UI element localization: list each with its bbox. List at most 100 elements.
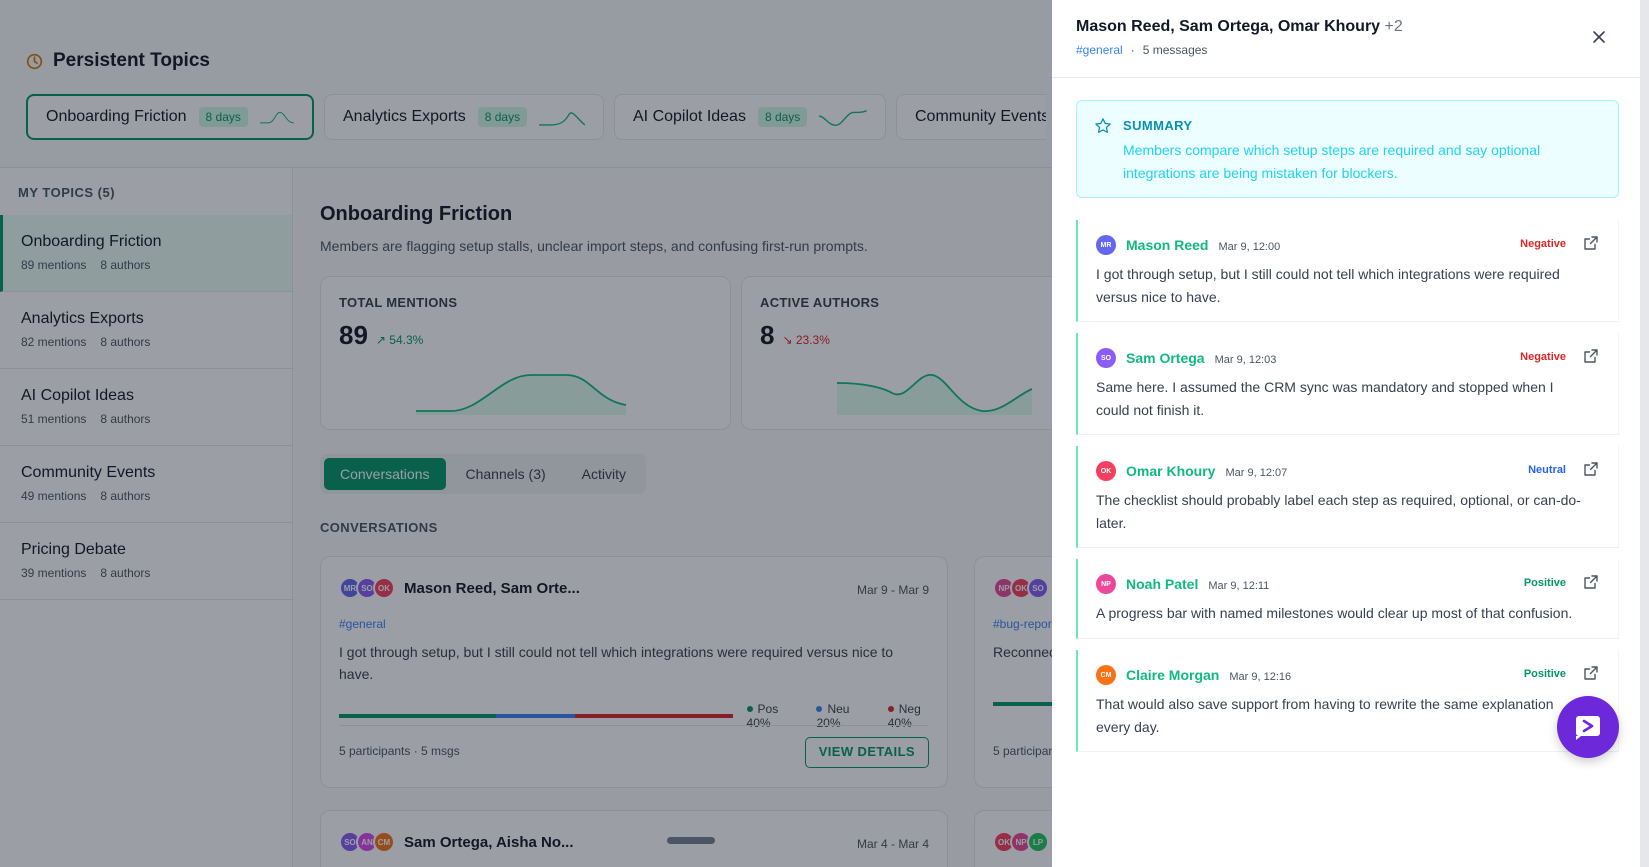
close-icon[interactable] — [1588, 26, 1610, 48]
external-link-icon[interactable] — [1583, 665, 1599, 681]
conversation-card[interactable]: SO AN CM Sam Ortega, Aisha No... Mar 4 -… — [320, 810, 948, 867]
conversation-preview: I got through setup, but I still could n… — [339, 644, 894, 682]
mentions-trend-chart — [416, 374, 627, 415]
legend-neutral-label: Neu 20% — [816, 702, 850, 730]
sidebar-item-onboarding-friction[interactable]: Onboarding Friction 89 mentions 8 authors — [0, 215, 292, 292]
message-item: MR Mason Reed Mar 9, 12:00 Negative I got… — [1076, 220, 1619, 322]
message-time: Mar 9, 12:00 — [1218, 241, 1281, 253]
conversation-channel[interactable]: #general — [339, 617, 386, 631]
external-link-icon[interactable] — [1583, 574, 1599, 590]
message-text: That would also save support from having… — [1096, 696, 1554, 735]
mentions-count: 82 mentions — [21, 335, 87, 349]
legend-negative: Neg 40% — [887, 702, 947, 730]
message-author[interactable]: Omar Khoury Mar 9, 12:07 — [1126, 463, 1287, 479]
tab-activity[interactable]: Activity — [581, 466, 626, 482]
avatar: SO — [1027, 577, 1049, 599]
conversation-drawer: Mason Reed, Sam Ortega, Omar Khoury +2 #… — [1052, 0, 1649, 867]
external-link-icon[interactable] — [1583, 235, 1599, 251]
stat-delta: ↘ 23.3% — [782, 333, 830, 347]
sidebar-item-label: Community Events — [21, 464, 156, 481]
window-scrollbar[interactable] — [1640, 0, 1649, 867]
conversation-date: Mar 9 - Mar 9 — [856, 583, 929, 597]
topic-card-community[interactable]: Community Events — [896, 94, 1046, 140]
message-time: Mar 9, 12:16 — [1229, 671, 1292, 683]
mentions-count: 51 mentions — [21, 412, 87, 426]
topic-cards: Onboarding Friction 8 days Analytics Exp… — [26, 94, 1046, 140]
author-name: Claire Morgan — [1126, 667, 1220, 683]
scroll-indicator[interactable] — [667, 837, 715, 844]
sidebar-item-pricing-debate[interactable]: Pricing Debate 39 mentions 8 authors — [0, 523, 292, 600]
topic-detail-main: Onboarding Friction Members are flagging… — [294, 168, 1081, 867]
authors-count: 8 authors — [100, 412, 151, 426]
days-badge: 8 days — [198, 107, 248, 127]
message-text: The checklist should probably label each… — [1096, 492, 1581, 531]
sentiment-badge: Negative — [1520, 351, 1566, 363]
topics-sidebar: MY TOPICS (5) Onboarding Friction 89 men… — [0, 168, 293, 867]
summary-box: SUMMARY Members compare which setup step… — [1076, 100, 1619, 198]
avatar: MR — [1096, 235, 1116, 255]
topic-card-onboarding[interactable]: Onboarding Friction 8 days — [26, 94, 314, 140]
message-count: 5 messages — [1142, 43, 1208, 57]
message-text: I got through setup, but I still could n… — [1096, 266, 1560, 305]
sidebar-item-analytics-exports[interactable]: Analytics Exports 82 mentions 8 authors — [0, 292, 292, 369]
author-name: Omar Khoury — [1126, 463, 1216, 479]
conversation-preview: Reconnect — [993, 644, 1060, 660]
conversation-card[interactable]: MR SO OK Mason Reed, Sam Orte... Mar 9 -… — [320, 556, 948, 788]
avatar: CM — [373, 831, 395, 853]
summary-text: Members compare which setup steps are re… — [1123, 142, 1541, 181]
conversation-footer: 5 participants · 5 msgs — [339, 744, 460, 758]
topic-card-analytics[interactable]: Analytics Exports 8 days — [324, 94, 604, 140]
legend-negative-label: Neg 40% — [887, 702, 921, 730]
neutral-bar — [496, 714, 576, 718]
conversation-channel[interactable]: #bug-report — [993, 617, 1056, 631]
sentiment-badge: Positive — [1523, 668, 1566, 680]
sidebar-item-ai-copilot-ideas[interactable]: AI Copilot Ideas 51 mentions 8 authors — [0, 369, 292, 446]
drawer-meta: #general · 5 messages — [1076, 43, 1207, 57]
sidebar-item-community-events[interactable]: Community Events 49 mentions 8 authors — [0, 446, 292, 523]
authors-count: 8 authors — [100, 566, 151, 580]
separator: · — [1130, 43, 1135, 57]
author-name: Sam Ortega — [1126, 350, 1205, 366]
sidebar-item-label: Onboarding Friction — [21, 233, 162, 250]
stat-label: TOTAL MENTIONS — [339, 295, 458, 310]
clock-icon — [26, 53, 43, 69]
summary-label: SUMMARY — [1123, 118, 1193, 133]
assistant-launcher-button[interactable] — [1557, 696, 1619, 758]
conversation-date: Mar 4 - Mar 4 — [856, 837, 929, 851]
sentiment-badge: Neutral — [1528, 464, 1566, 476]
message-author[interactable]: Mason Reed Mar 9, 12:00 — [1126, 237, 1280, 253]
message-author[interactable]: Noah Patel Mar 9, 12:11 — [1126, 576, 1269, 592]
mentions-count: 39 mentions — [21, 566, 87, 580]
tab-conversations[interactable]: Conversations — [324, 458, 446, 490]
page-title: Persistent Topics — [53, 50, 210, 71]
participant-avatars: NP OK SO — [993, 577, 1049, 599]
mentions-count: 89 mentions — [21, 258, 87, 272]
sidebar-item-label: Pricing Debate — [21, 541, 126, 558]
sidebar-item-label: Analytics Exports — [21, 310, 144, 327]
message-item: CM Claire Morgan Mar 9, 12:16 Positive Th… — [1076, 650, 1619, 752]
legend-neutral: Neu 20% — [816, 702, 875, 730]
positive-bar — [339, 714, 497, 718]
message-author[interactable]: Claire Morgan Mar 9, 12:16 — [1126, 667, 1291, 683]
detail-tabs: Conversations Channels (3) Activity — [320, 454, 646, 494]
stat-label: ACTIVE AUTHORS — [760, 295, 880, 310]
tab-channels[interactable]: Channels (3) — [465, 466, 546, 482]
participant-avatars: MR SO OK — [339, 577, 395, 599]
topic-description: Members are flagging setup stalls, uncle… — [320, 238, 868, 254]
avatar: NP — [1096, 574, 1116, 594]
topic-card-ai-copilot[interactable]: AI Copilot Ideas 8 days — [614, 94, 886, 140]
message-author[interactable]: Sam Ortega Mar 9, 12:03 — [1126, 350, 1276, 366]
sentiment-badge: Positive — [1523, 577, 1566, 589]
active-authors-card: ACTIVE AUTHORS 8 ↘ 23.3% — [741, 276, 1081, 430]
view-details-button[interactable]: VIEW DETAILS — [804, 737, 929, 768]
avatar: SO — [1096, 348, 1116, 368]
sidebar-heading: MY TOPICS (5) — [18, 185, 116, 200]
topic-card-name: Community Events — [915, 108, 1046, 125]
message-time: Mar 9, 12:11 — [1208, 580, 1270, 592]
drawer-channel[interactable]: #general — [1076, 43, 1123, 57]
conversation-participants: Mason Reed, Sam Orte... — [404, 579, 580, 597]
topic-card-name: AI Copilot Ideas — [633, 108, 746, 125]
external-link-icon[interactable] — [1583, 461, 1599, 477]
external-link-icon[interactable] — [1583, 348, 1599, 364]
drawer-participants: Mason Reed, Sam Ortega, Omar Khoury — [1076, 18, 1381, 35]
